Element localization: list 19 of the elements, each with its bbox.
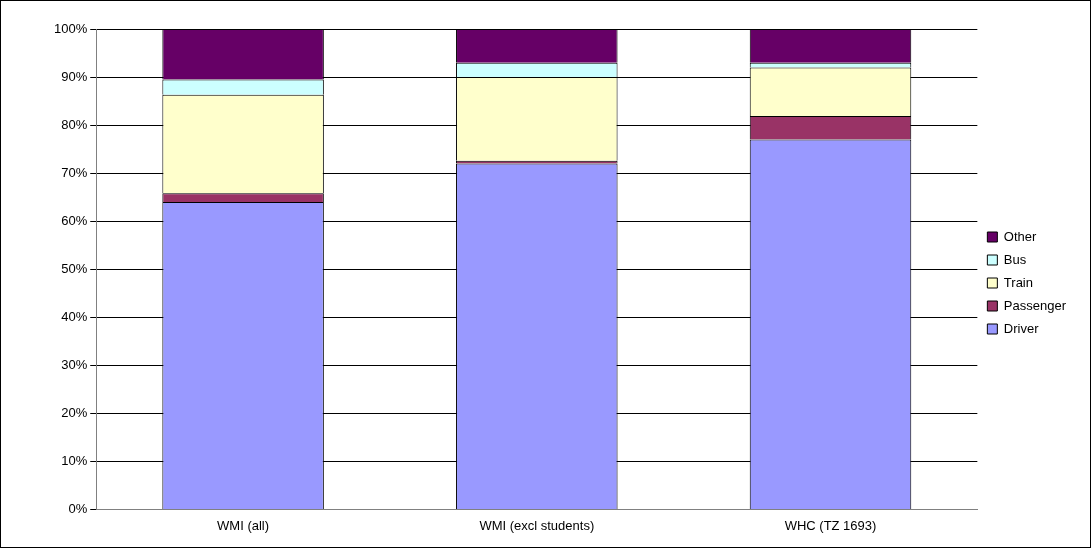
legend-label: Passenger bbox=[1003, 297, 1067, 313]
legend-label: Driver bbox=[1003, 320, 1040, 336]
y-tick-label: 0% bbox=[68, 500, 88, 516]
y-tick-label: 50% bbox=[61, 260, 88, 276]
legend-label: Train bbox=[1003, 274, 1033, 290]
y-tick-label: 30% bbox=[61, 356, 88, 372]
x-tick-label: WMI (all) bbox=[217, 517, 270, 533]
y-tick-label: 100% bbox=[54, 20, 88, 36]
legend-label: Other bbox=[1003, 228, 1038, 244]
y-tick-label: 70% bbox=[61, 164, 88, 180]
y-tick-label: 80% bbox=[61, 116, 88, 132]
y-tick-label: 90% bbox=[61, 68, 88, 84]
x-tick-label: WHC (TZ 1693) bbox=[784, 517, 877, 533]
y-tick-label: 10% bbox=[61, 452, 88, 468]
y-tick-label: 20% bbox=[61, 404, 88, 420]
legend-label: Bus bbox=[1003, 251, 1027, 267]
y-tick-label: 40% bbox=[61, 308, 88, 324]
y-tick-label: 60% bbox=[61, 212, 88, 228]
x-tick-label: WMI (excl students) bbox=[479, 517, 595, 533]
